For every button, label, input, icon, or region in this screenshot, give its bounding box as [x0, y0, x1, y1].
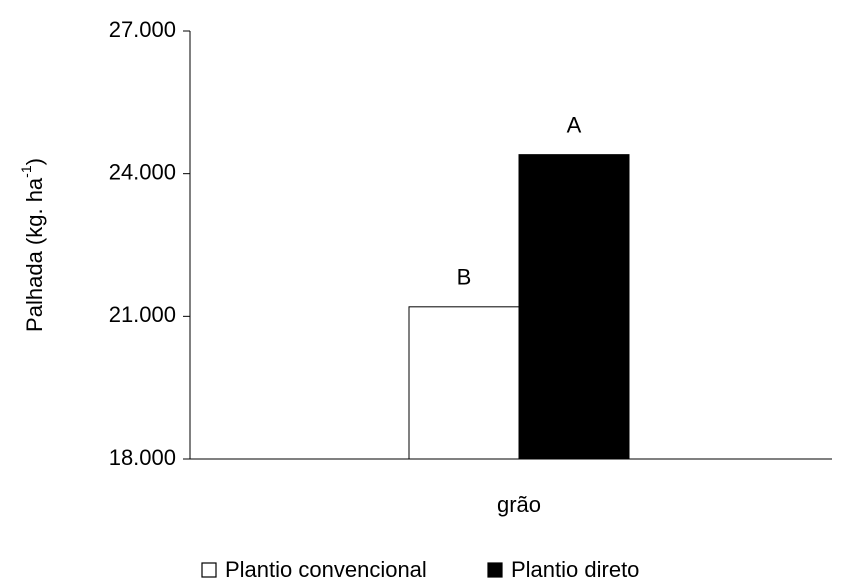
significance-label: A	[567, 112, 582, 137]
legend-label: Plantio direto	[511, 557, 639, 582]
legend-swatch	[487, 562, 503, 578]
legend-swatch	[201, 562, 217, 578]
y-tick-label: 18.000	[109, 445, 176, 470]
y-axis-label: Palhada (kg. ha-1)	[18, 158, 47, 332]
bar	[408, 306, 520, 460]
y-tick-label: 21.000	[109, 302, 176, 327]
y-label-sup: -1	[18, 165, 34, 178]
legend-label: Plantio convencional	[225, 557, 427, 582]
x-tick-label: grão	[497, 492, 541, 517]
y-label-main: Palhada (kg. ha	[22, 177, 47, 332]
y-label-end: )	[22, 158, 47, 165]
y-tick-label: 27.000	[109, 17, 176, 42]
bar	[518, 154, 630, 460]
y-tick-label: 24.000	[109, 159, 176, 184]
significance-label: B	[457, 265, 472, 290]
